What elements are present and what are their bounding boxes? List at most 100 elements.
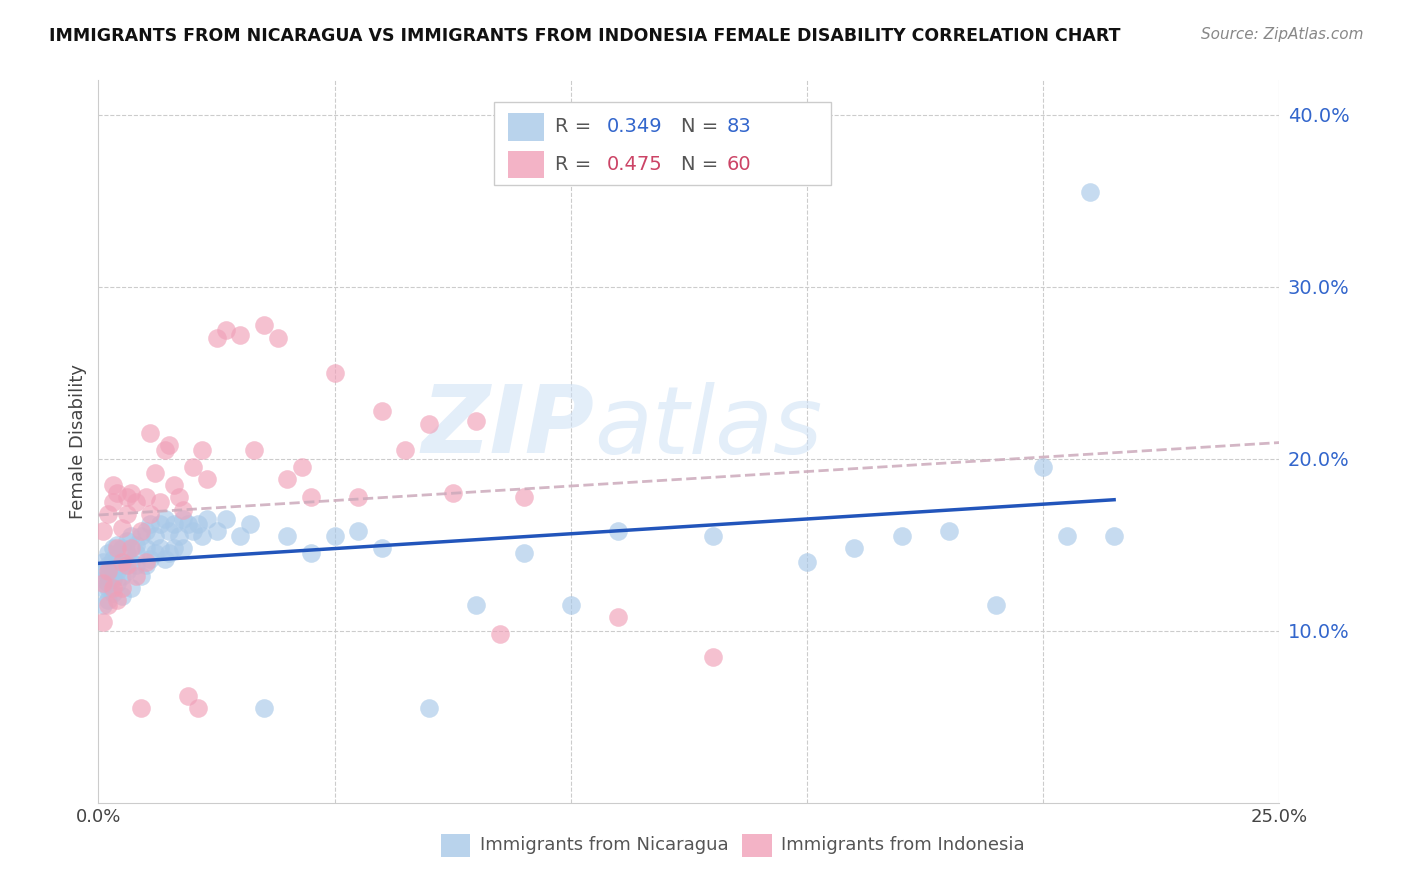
Point — [984, 598, 1007, 612]
Point — [441, 486, 464, 500]
Point — [299, 546, 322, 560]
Point — [121, 555, 143, 569]
Point — [181, 460, 204, 475]
Point — [129, 529, 152, 543]
Point — [187, 517, 209, 532]
Point — [101, 551, 124, 566]
Point — [97, 546, 120, 560]
Point — [143, 529, 166, 543]
Text: R =: R = — [555, 118, 598, 136]
Text: N =: N = — [681, 118, 724, 136]
Text: R =: R = — [555, 155, 598, 174]
Point — [489, 627, 512, 641]
Point — [187, 701, 209, 715]
Point — [267, 331, 290, 345]
Text: 0.349: 0.349 — [606, 118, 662, 136]
Point — [91, 564, 114, 578]
Point — [91, 524, 114, 538]
Point — [276, 529, 298, 543]
Point — [91, 572, 114, 586]
FancyBboxPatch shape — [494, 102, 831, 185]
Point — [125, 494, 148, 508]
Point — [163, 517, 186, 532]
Point — [139, 507, 162, 521]
Point — [101, 581, 124, 595]
Point — [177, 517, 200, 532]
Point — [371, 541, 394, 556]
Text: 60: 60 — [727, 155, 751, 174]
Point — [1032, 460, 1054, 475]
Point — [129, 701, 152, 715]
Text: Source: ZipAtlas.com: Source: ZipAtlas.com — [1201, 27, 1364, 42]
Point — [139, 551, 162, 566]
Point — [121, 541, 143, 556]
Text: atlas: atlas — [595, 382, 823, 473]
Point — [276, 472, 298, 486]
Point — [195, 472, 218, 486]
Point — [191, 529, 214, 543]
Point — [229, 529, 252, 543]
Point — [607, 524, 630, 538]
Point — [512, 546, 534, 560]
Point — [121, 529, 143, 543]
Point — [105, 486, 128, 500]
Point — [135, 541, 157, 556]
Text: ZIP: ZIP — [422, 381, 595, 473]
Point — [181, 524, 204, 538]
Point — [115, 490, 138, 504]
Point — [111, 568, 134, 582]
Point — [347, 490, 370, 504]
Point — [157, 546, 180, 560]
Point — [253, 318, 276, 332]
Point — [91, 581, 114, 595]
Point — [465, 598, 488, 612]
Point — [111, 541, 134, 556]
Point — [115, 564, 138, 578]
Point — [229, 327, 252, 342]
Point — [418, 701, 440, 715]
Point — [1080, 185, 1102, 199]
Point — [129, 524, 152, 538]
Point — [172, 512, 194, 526]
Point — [125, 538, 148, 552]
Bar — [508, 113, 544, 141]
Text: 0.475: 0.475 — [606, 155, 662, 174]
Point — [560, 598, 582, 612]
Point — [205, 524, 228, 538]
Point — [149, 494, 172, 508]
Point — [149, 517, 172, 532]
Bar — [742, 834, 772, 857]
Point — [135, 555, 157, 569]
Point — [702, 529, 724, 543]
Point — [394, 443, 416, 458]
Point — [105, 541, 128, 556]
Point — [97, 568, 120, 582]
Text: N =: N = — [681, 155, 724, 174]
Point — [97, 581, 120, 595]
Point — [115, 546, 138, 560]
Point — [702, 649, 724, 664]
Point — [323, 366, 346, 380]
Point — [105, 564, 128, 578]
Point — [101, 586, 124, 600]
Point — [121, 486, 143, 500]
Point — [418, 417, 440, 432]
Point — [143, 546, 166, 560]
Point — [253, 701, 276, 715]
Text: 83: 83 — [727, 118, 751, 136]
Point — [115, 558, 138, 573]
Point — [135, 490, 157, 504]
Point — [153, 512, 176, 526]
Point — [139, 425, 162, 440]
Point — [153, 443, 176, 458]
Point — [167, 529, 190, 543]
Point — [101, 572, 124, 586]
Point — [91, 615, 114, 630]
Point — [195, 512, 218, 526]
Bar — [441, 834, 471, 857]
Point — [890, 529, 912, 543]
Text: IMMIGRANTS FROM NICARAGUA VS IMMIGRANTS FROM INDONESIA FEMALE DISABILITY CORRELA: IMMIGRANTS FROM NICARAGUA VS IMMIGRANTS … — [49, 27, 1121, 45]
Point — [105, 575, 128, 590]
Point — [243, 443, 266, 458]
Point — [111, 520, 134, 534]
